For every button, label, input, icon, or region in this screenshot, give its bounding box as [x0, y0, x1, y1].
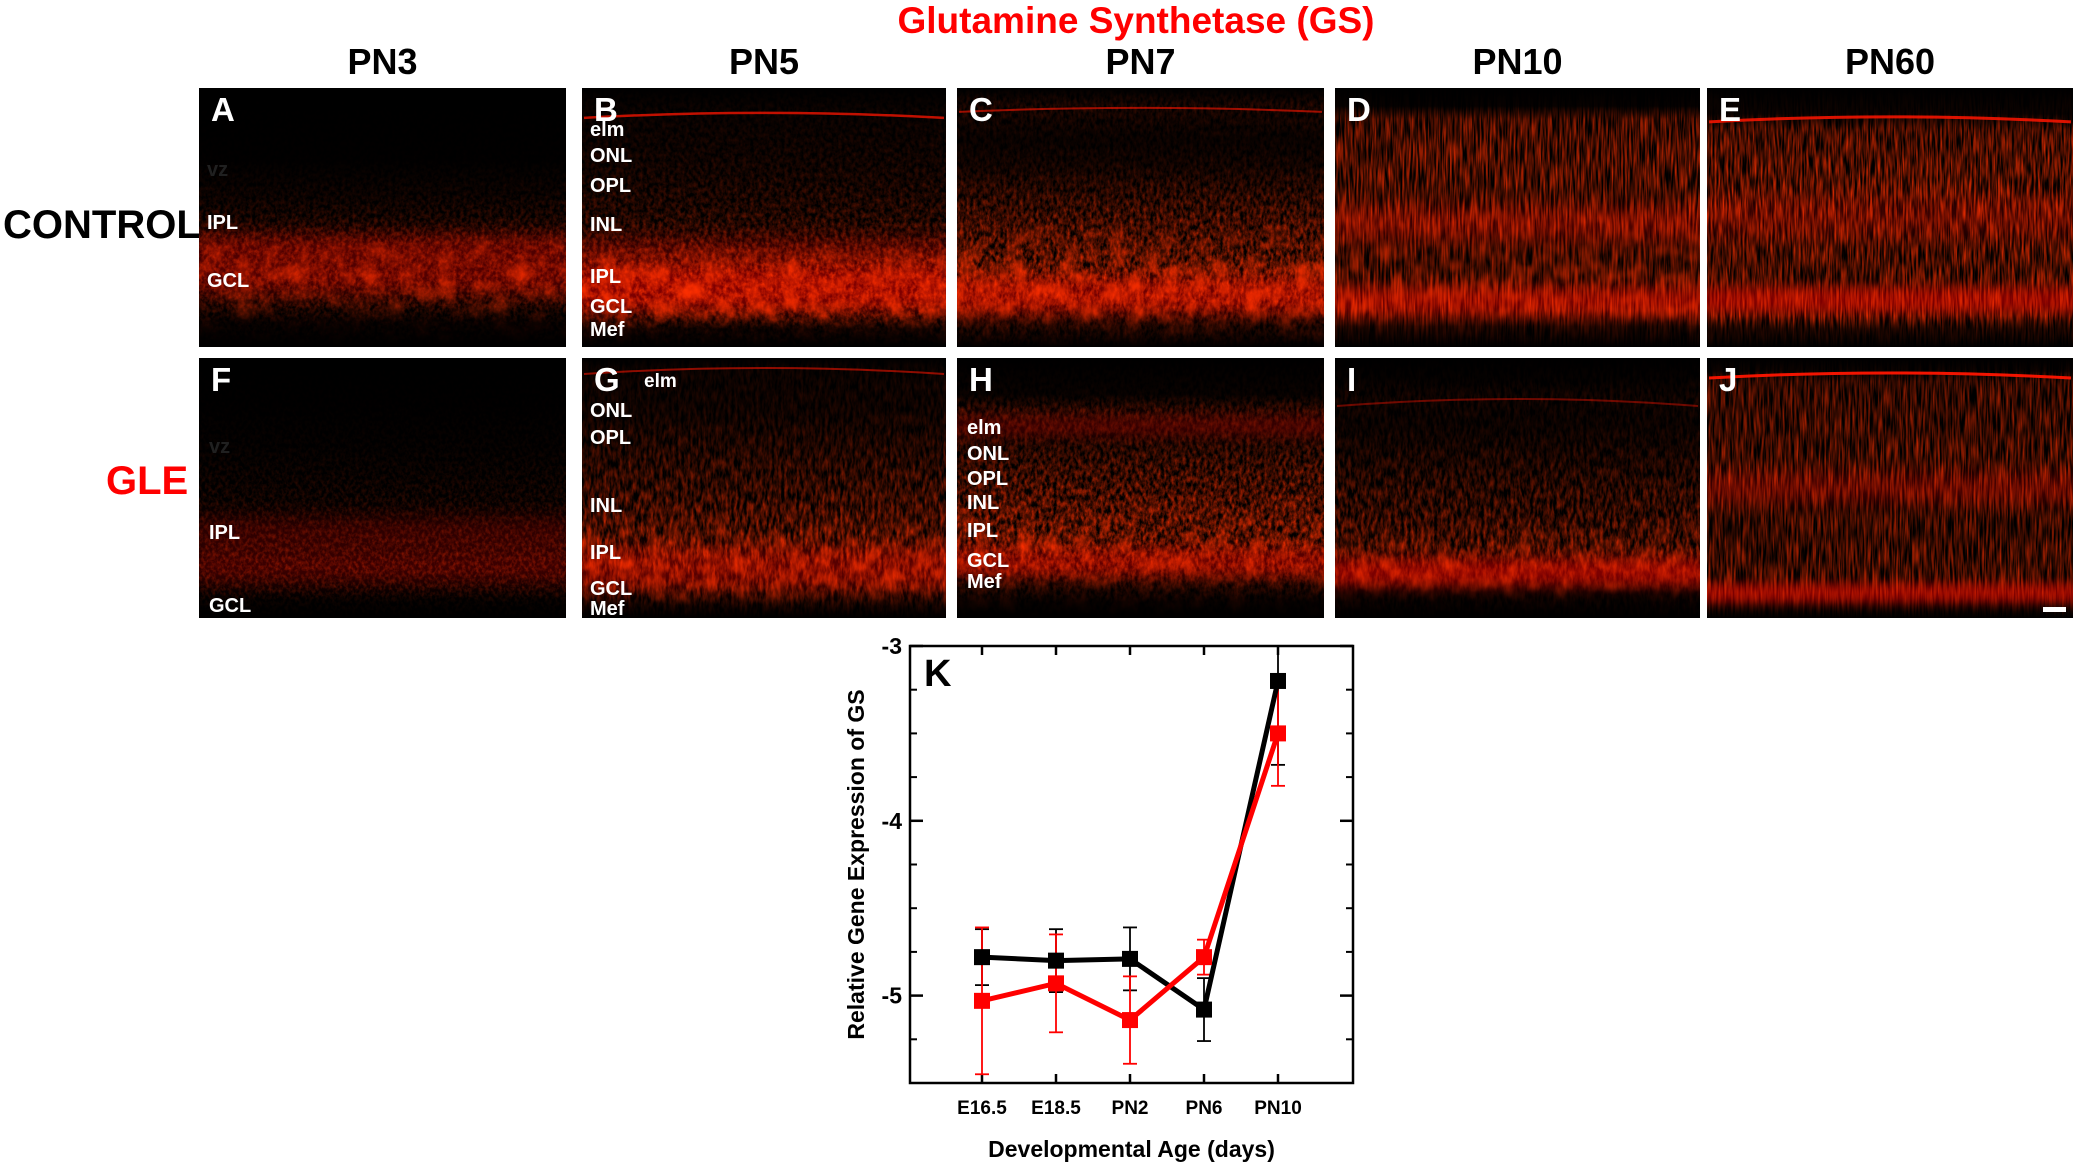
layer-label-vz: vz	[207, 159, 229, 181]
row-label-gle: GLE	[106, 459, 189, 503]
svg-text:Developmental Age (days): Developmental Age (days)	[988, 1136, 1275, 1162]
micrograph-texture	[582, 88, 946, 347]
svg-text:-5: -5	[882, 983, 903, 1009]
layer-label-ipl: IPL	[590, 266, 622, 288]
scale-bar	[2043, 607, 2066, 612]
panel-letter-e: E	[1719, 91, 1742, 128]
layer-label-gcl: GCL	[590, 296, 633, 318]
column-header-pn10: PN10	[1472, 41, 1563, 82]
panel-letter-h: H	[969, 361, 993, 398]
layer-label-ipl: IPL	[209, 522, 241, 544]
panel-letter-b: B	[594, 91, 618, 128]
layer-label-opl: OPL	[590, 175, 632, 197]
micrograph-texture	[1707, 88, 2073, 347]
panel-letter-j: J	[1719, 361, 1738, 398]
layer-label-gcl: GCL	[209, 595, 252, 617]
layer-label-inl: INL	[590, 214, 623, 236]
layer-label-gcl: GCL	[207, 270, 250, 292]
micrograph-panel-e: E	[1707, 88, 2073, 347]
svg-text:Relative Gene Expression of GS: Relative Gene Expression of GS	[843, 689, 869, 1039]
micrograph-texture	[199, 88, 566, 347]
layer-label-gcl: GCL	[590, 578, 633, 600]
panel-letter-i: I	[1347, 361, 1357, 398]
column-header-pn5: PN5	[728, 41, 800, 82]
micrograph-texture	[1335, 88, 1700, 347]
micrograph-panel-g: G elm ONL OPL INL IPL GCL Mef	[582, 358, 946, 618]
layer-label-elm: elm	[590, 119, 625, 141]
layer-label-onl: ONL	[590, 400, 633, 422]
column-header-pn60: PN60	[1844, 41, 1936, 82]
layer-label-mef: Mef	[967, 571, 1002, 593]
micrograph-panel-i: I	[1335, 358, 1700, 618]
micrograph-texture	[199, 358, 566, 618]
svg-text:-3: -3	[882, 633, 902, 659]
svg-text:K: K	[924, 653, 952, 695]
layer-label-opl: OPL	[967, 468, 1009, 490]
layer-label-opl: OPL	[590, 427, 632, 449]
layer-label-elm: elm	[967, 417, 1002, 439]
micrograph-texture	[582, 358, 946, 618]
svg-text:-4: -4	[882, 808, 903, 834]
column-header-pn3: PN3	[347, 41, 418, 82]
svg-text:PN6: PN6	[1186, 1098, 1223, 1119]
svg-text:E16.5: E16.5	[957, 1098, 1007, 1119]
layer-label-ipl: IPL	[590, 542, 622, 564]
row-label-control: CONTROL	[3, 203, 201, 247]
panel-letter-g: G	[594, 361, 620, 398]
layer-label-ipl: IPL	[207, 212, 239, 234]
micrograph-panel-f: F vz IPL GCL	[199, 358, 566, 618]
column-header-pn7: PN7	[1105, 41, 1176, 82]
svg-text:PN2: PN2	[1112, 1098, 1149, 1119]
svg-text:E18.5: E18.5	[1031, 1098, 1081, 1119]
svg-text:PN10: PN10	[1254, 1098, 1302, 1119]
layer-label-elm: elm	[644, 371, 677, 392]
layer-label-gcl: GCL	[967, 550, 1010, 572]
micrograph-texture	[1707, 358, 2073, 618]
micrograph-panel-a: A vz IPL GCL	[199, 88, 566, 347]
micrograph-panel-c: C	[957, 88, 1324, 347]
micrograph-texture	[957, 88, 1324, 347]
micrograph-texture	[957, 358, 1324, 618]
panel-letter-d: D	[1347, 91, 1371, 128]
layer-label-ipl: IPL	[967, 520, 999, 542]
layer-label-onl: ONL	[590, 145, 633, 167]
layer-label-mef: Mef	[590, 598, 625, 618]
panel-letter-a: A	[211, 91, 235, 128]
panel-letter-f: F	[211, 361, 232, 398]
figure-title: Glutamine Synthetase (GS)	[897, 0, 1375, 41]
layer-label-inl: INL	[590, 495, 623, 517]
micrograph-panel-j: J	[1707, 358, 2073, 618]
layer-label-vz: vz	[209, 436, 231, 458]
micrograph-panel-b: B elm ONL OPL INL IPL GCL Mef	[582, 88, 946, 347]
gene-expression-chart: -3 -4 -5 E16.5 E18.5 PN2 PN6 PN10 Developmental …	[843, 633, 1355, 1162]
panel-letter-c: C	[969, 91, 993, 128]
micrograph-texture	[1335, 358, 1700, 618]
layer-label-inl: INL	[967, 492, 1000, 514]
layer-label-onl: ONL	[967, 443, 1010, 465]
micrograph-panel-d: D	[1335, 88, 1700, 347]
micrograph-panel-h: H elm ONL OPL INL IPL GCL Mef	[957, 358, 1324, 618]
layer-label-mef: Mef	[590, 319, 625, 341]
